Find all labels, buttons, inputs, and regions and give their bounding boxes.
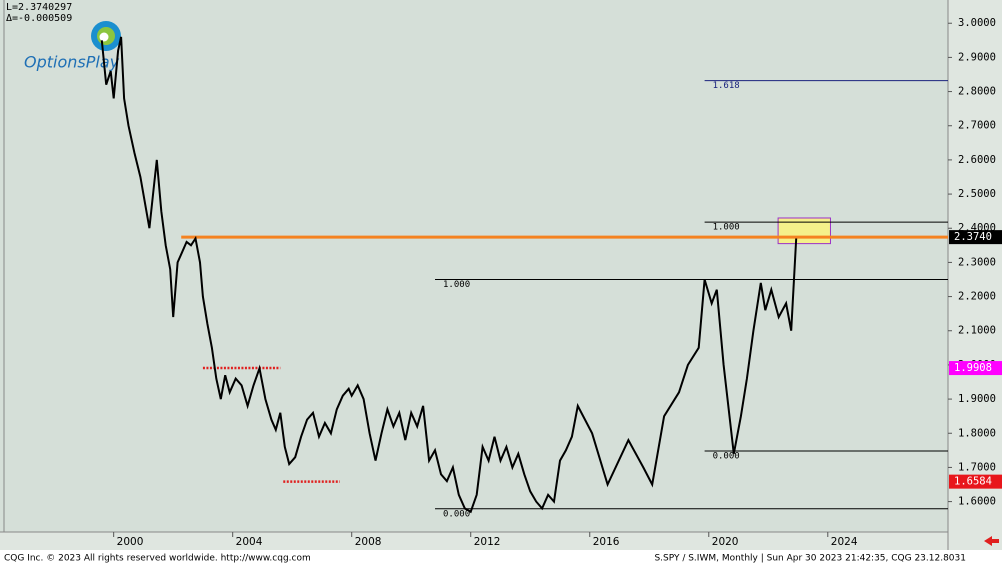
y-tick-label: 3.0000 bbox=[958, 17, 996, 29]
cursor-info: L=2.3740297 bbox=[6, 2, 72, 13]
logo: OptionsPlay bbox=[24, 21, 121, 72]
plot-background bbox=[0, 0, 948, 532]
x-tick-label: 2000 bbox=[117, 536, 144, 548]
cursor-info: Δ=-0.000509 bbox=[6, 13, 72, 24]
marker-label-box bbox=[949, 230, 1002, 245]
y-tick-label: 1.9000 bbox=[958, 393, 996, 405]
time-axis-panel bbox=[0, 532, 948, 550]
y-tick-label: 2.5000 bbox=[958, 188, 996, 200]
level-label: 1.618 bbox=[713, 81, 740, 91]
level-label: 0.000 bbox=[443, 509, 470, 519]
x-tick-label: 2008 bbox=[355, 536, 382, 548]
x-tick-label: 2024 bbox=[831, 536, 858, 548]
y-tick-label: 2.6000 bbox=[958, 154, 996, 166]
footer-spacer bbox=[968, 551, 998, 565]
logo-icon bbox=[99, 32, 109, 42]
y-tick-label: 1.6000 bbox=[958, 496, 996, 508]
marker-label: 2.3740 bbox=[954, 231, 992, 243]
footer bbox=[0, 550, 1002, 566]
scroll-arrow[interactable] bbox=[984, 536, 999, 546]
y-tick-label: 2.7000 bbox=[958, 120, 996, 132]
level-label: 0.000 bbox=[713, 452, 740, 462]
y-tick-label: 2.3000 bbox=[958, 256, 996, 268]
x-tick-label: 2004 bbox=[236, 536, 263, 548]
copyright: CQG Inc. © 2023 All rights reserved worl… bbox=[4, 554, 311, 564]
marker-label-box bbox=[949, 474, 1002, 489]
y-tick-label: 2.2000 bbox=[958, 291, 996, 303]
marker-label: 1.6584 bbox=[954, 476, 992, 488]
x-tick-label: 2016 bbox=[593, 536, 620, 548]
y-tick-label: 2.1000 bbox=[958, 325, 996, 337]
marker-label: 1.9908 bbox=[954, 362, 992, 374]
y-tick-label: 2.8000 bbox=[958, 86, 996, 98]
level-label: 1.000 bbox=[713, 223, 740, 233]
marker-label-box bbox=[949, 361, 1002, 376]
y-tick-label: 2.9000 bbox=[958, 51, 996, 63]
price-line bbox=[100, 36, 798, 514]
y-tick-label: 1.8000 bbox=[958, 427, 996, 439]
x-tick-label: 2020 bbox=[712, 536, 739, 548]
level-label: 1.000 bbox=[443, 280, 470, 290]
status: S.SPY / S.IWM, Monthly | Sun Apr 30 2023… bbox=[654, 554, 966, 564]
price-axis-panel bbox=[948, 0, 1002, 550]
y-tick-label: 1.7000 bbox=[958, 461, 996, 473]
logo-text: OptionsPlay bbox=[24, 53, 120, 72]
x-tick-label: 2012 bbox=[474, 536, 501, 548]
